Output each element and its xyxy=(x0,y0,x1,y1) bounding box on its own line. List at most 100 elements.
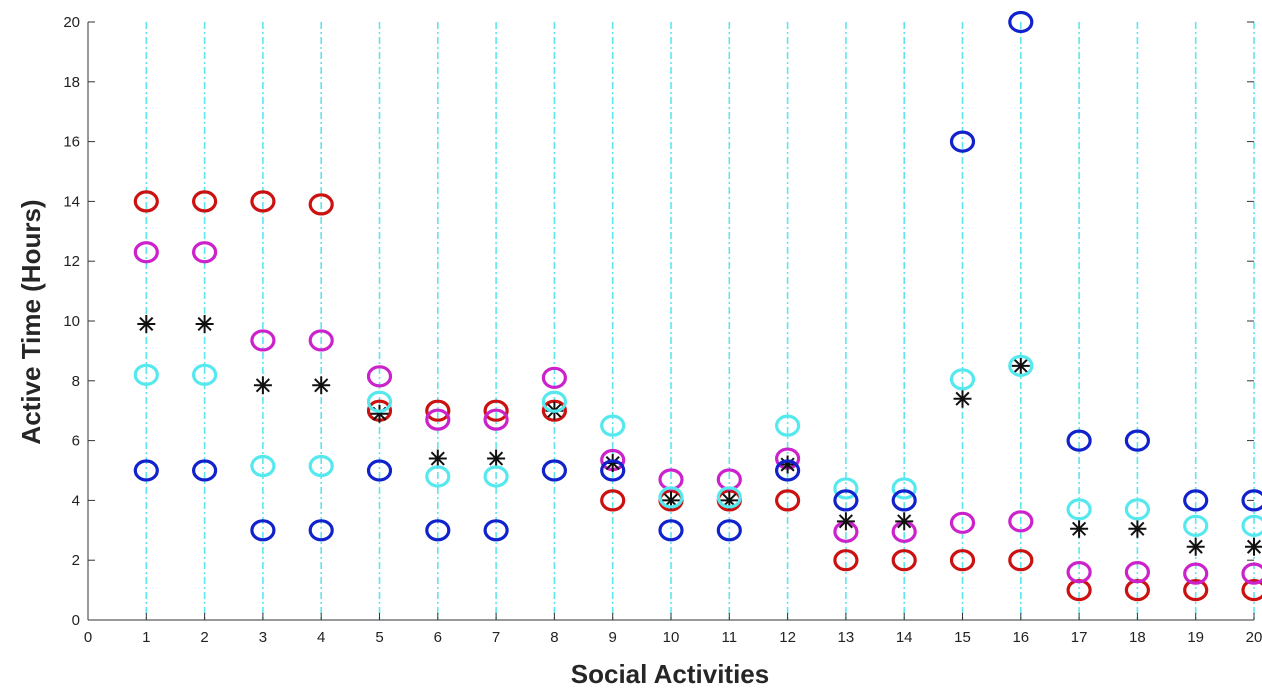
x-tick-label-3: 3 xyxy=(259,629,267,646)
series-2-point-5 xyxy=(366,365,393,388)
gridlines xyxy=(145,22,1255,620)
series-5-point-17 xyxy=(1066,429,1092,452)
x-tick-label-8: 8 xyxy=(550,629,558,646)
series-1-point-4 xyxy=(308,193,334,216)
series-3-point-6 xyxy=(428,449,447,468)
series-2-point-2 xyxy=(192,241,218,264)
x-tick-label-12: 12 xyxy=(779,629,796,646)
series-4-point-12 xyxy=(774,414,801,437)
series-4-point-13 xyxy=(833,477,859,500)
series-5-point-16 xyxy=(1008,10,1034,34)
series-2-point-8 xyxy=(541,366,568,389)
series-1-point-3 xyxy=(250,190,276,213)
series-3-point-4 xyxy=(312,376,331,395)
series-2-point-6 xyxy=(425,408,451,431)
series-5-point-13 xyxy=(833,489,859,512)
series-5-point-6 xyxy=(425,519,451,542)
series-1-point-1 xyxy=(133,190,159,213)
x-tick-label-2: 2 xyxy=(200,629,208,646)
series-3-point-15 xyxy=(953,389,972,408)
x-tick-label-10: 10 xyxy=(663,629,680,646)
series-4-point-1 xyxy=(133,363,159,386)
series-5-point-8 xyxy=(541,459,568,482)
series-4-point-3 xyxy=(250,454,276,478)
x-tick-label-5: 5 xyxy=(375,629,383,646)
series-3-point-13 xyxy=(836,512,855,531)
x-tick-label-1: 1 xyxy=(142,629,150,646)
series-1-point-2 xyxy=(192,190,218,213)
series-1-point-7 xyxy=(483,399,509,422)
series-1-point-20 xyxy=(1241,579,1262,602)
series-2-point-3 xyxy=(250,329,276,352)
y-axis-ticks: 0 2 4 6 8 10 12 14 16 18 20 xyxy=(63,14,1254,629)
x-tick-label-18: 18 xyxy=(1129,629,1146,646)
series-2-point-20 xyxy=(1241,562,1262,585)
series-1-point-19 xyxy=(1183,578,1209,602)
x-tick-label-16: 16 xyxy=(1012,629,1029,646)
series-4-point-5 xyxy=(366,390,393,413)
y-tick-label-0: 0 xyxy=(72,612,80,629)
series-5-point-19 xyxy=(1183,489,1209,512)
series-5-point-2 xyxy=(192,459,218,482)
series-4-point-19 xyxy=(1183,514,1209,537)
y-tick-label-4: 4 xyxy=(72,492,80,509)
x-tick-label-4: 4 xyxy=(317,629,325,646)
series-3-point-7 xyxy=(487,449,506,468)
series-5-point-10 xyxy=(658,519,684,542)
series-3-point-19 xyxy=(1186,537,1205,556)
series-2-point-16 xyxy=(1008,510,1034,533)
series-5-point-4 xyxy=(308,519,334,542)
series-4-point-11 xyxy=(716,486,742,509)
series-5-point-1 xyxy=(133,459,159,482)
y-tick-label-18: 18 xyxy=(63,74,80,91)
x-tick-label-20: 20 xyxy=(1246,629,1262,646)
x-tick-label-15: 15 xyxy=(954,629,971,646)
y-tick-label-12: 12 xyxy=(63,253,80,270)
y-tick-label-16: 16 xyxy=(63,134,80,151)
x-tick-label-19: 19 xyxy=(1187,629,1204,646)
series-4-point-14 xyxy=(891,477,917,500)
y-axis-title: Active Time (Hours) xyxy=(16,199,46,444)
series-1-point-8 xyxy=(541,399,568,422)
series-1-point-15 xyxy=(949,549,976,572)
series-4-point-20 xyxy=(1241,514,1262,537)
series-5-point-15 xyxy=(949,130,976,153)
y-tick-label-20: 20 xyxy=(63,14,80,31)
series-1-point-12 xyxy=(774,489,801,512)
series-5-point-14 xyxy=(891,489,917,512)
series-3-point-18 xyxy=(1128,519,1147,538)
series-5-point-12 xyxy=(774,459,801,482)
x-axis-ticks: 0 1 2 3 4 5 6 7 8 9 10 11 12 13 14 15 16 17 18 19 20 xyxy=(84,613,1262,646)
series-3-point-1 xyxy=(137,314,156,333)
y-tick-label-10: 10 xyxy=(63,313,80,330)
x-tick-label-9: 9 xyxy=(609,629,617,646)
series-1-point-16 xyxy=(1008,549,1034,572)
series-5-point-9 xyxy=(600,459,626,482)
series-3-point-14 xyxy=(895,512,914,531)
series-4-point-10 xyxy=(658,486,684,509)
x-tick-label-6: 6 xyxy=(434,629,442,646)
x-tick-label-0: 0 xyxy=(84,629,92,646)
series-2-point-17 xyxy=(1066,561,1092,584)
series-4-point-15 xyxy=(949,368,976,391)
x-tick-label-13: 13 xyxy=(838,629,855,646)
x-tick-label-11: 11 xyxy=(722,629,738,646)
series-2-point-1 xyxy=(133,241,159,264)
series-4-point-6 xyxy=(425,465,451,488)
y-tick-label-14: 14 xyxy=(63,193,80,210)
series-1-point-9 xyxy=(600,489,626,512)
series-5-point-3 xyxy=(250,519,276,542)
series-1-point-14 xyxy=(891,549,917,572)
x-axis-title: Social Activities xyxy=(571,659,769,689)
y-tick-label-2: 2 xyxy=(72,552,80,569)
series-1-point-13 xyxy=(833,549,859,572)
series-3-point-5 xyxy=(370,404,389,423)
plot-area: 0 1 2 3 4 5 6 7 8 9 10 11 12 13 14 15 16 17 18 19 20 0246810… xyxy=(63,10,1262,646)
series-4-point-17 xyxy=(1066,498,1092,521)
series-4-point-9 xyxy=(600,414,626,437)
series-4-point-8 xyxy=(541,390,568,413)
y-tick-label-8: 8 xyxy=(72,373,80,390)
series-3-point-20 xyxy=(1245,537,1262,556)
data-marks xyxy=(133,10,1262,602)
